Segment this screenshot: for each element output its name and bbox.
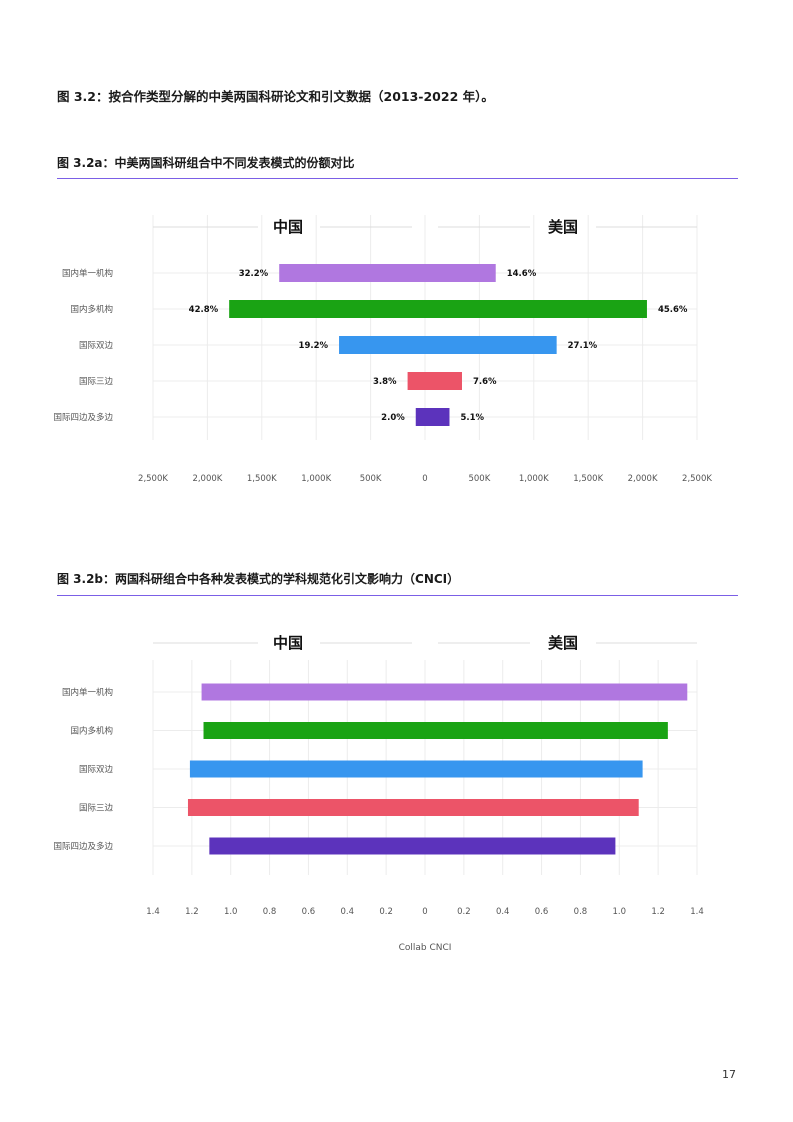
- x-tick-label: 0.2: [379, 907, 393, 917]
- x-tick-label: 2,500K: [682, 474, 712, 484]
- x-tick-label: 0.4: [496, 907, 510, 917]
- panel-header-usa: 美国: [548, 218, 578, 236]
- x-tick-label: 500K: [360, 474, 382, 484]
- chart-a-title: 图 3.2a：中美两国科研组合中不同发表模式的份额对比: [57, 156, 355, 170]
- x-tick-label: 0: [422, 907, 427, 917]
- data-label-china: 42.8%: [189, 305, 219, 315]
- chart-b-cnci: 1.4 1.2 1.0 0.8 0.6 0.4 0.2 0 0.2 0.4 0.6 0.8 1.0 1.2…: [53, 634, 704, 953]
- x-tick-label: 0.6: [302, 907, 316, 917]
- x-tick-label: 2,000K: [628, 474, 658, 484]
- x-tick-label: 0.8: [263, 907, 277, 917]
- data-label-usa: 7.6%: [473, 377, 497, 387]
- x-tick-label: 0.2: [457, 907, 471, 917]
- category-label: 国内多机构: [70, 304, 113, 315]
- bar-4: [407, 372, 462, 390]
- x-tick-label: 1.4: [690, 907, 704, 917]
- data-label-usa: 14.6%: [507, 269, 537, 279]
- data-label-usa: 45.6%: [658, 305, 688, 315]
- x-tick-label: 0: [422, 474, 427, 484]
- category-label: 国际三边: [79, 376, 114, 387]
- data-label-china: 32.2%: [239, 269, 269, 279]
- data-label-usa: 27.1%: [568, 341, 598, 351]
- data-label-china: 19.2%: [299, 341, 329, 351]
- bar-5: [209, 837, 616, 855]
- x-tick-label: 0.8: [574, 907, 588, 917]
- bar-3: [339, 336, 557, 354]
- page-number: 17: [722, 1068, 736, 1081]
- chart-b-title-rule: [57, 595, 738, 596]
- category-label: 国内单一机构: [62, 687, 113, 698]
- chart-b-title: 图 3.2b：两国科研组合中各种发表模式的学科规范化引文影响力（CNCI）: [57, 572, 460, 586]
- bar-4: [187, 799, 639, 816]
- panel-header-usa: 美国: [548, 634, 578, 652]
- category-label: 国际四边及多边: [53, 412, 113, 423]
- x-tick-label: 1.4: [146, 907, 160, 917]
- bar-1: [201, 683, 688, 701]
- chart-a-title-rule: [57, 178, 738, 179]
- x-tick-label: 1,500K: [247, 474, 277, 484]
- figure-title: 图 3.2：按合作类型分解的中美两国科研论文和引文数据（2013-2022 年）…: [57, 89, 494, 104]
- category-label: 国际双边: [79, 340, 114, 351]
- data-label-china: 2.0%: [381, 413, 405, 423]
- category-label: 国际四边及多边: [53, 841, 113, 852]
- x-tick-label: 500K: [468, 474, 490, 484]
- category-label: 国际双边: [79, 764, 114, 775]
- x-tick-label: 2,000K: [192, 474, 222, 484]
- x-axis-label: Collab CNCI: [399, 943, 452, 953]
- bar-2: [203, 722, 668, 739]
- bar-3: [189, 760, 643, 778]
- x-tick-label: 1.0: [224, 907, 238, 917]
- bar-2: [229, 300, 647, 318]
- x-tick-label: 2,500K: [138, 474, 168, 484]
- x-tick-label: 0.6: [535, 907, 549, 917]
- x-tick-label: 1,500K: [573, 474, 603, 484]
- x-tick-label: 0.4: [341, 907, 355, 917]
- category-label: 国际三边: [79, 803, 114, 814]
- x-tick-label: 1,000K: [519, 474, 549, 484]
- panel-header-china: 中国: [273, 634, 303, 652]
- x-tick-label: 1.2: [651, 907, 665, 917]
- data-label-usa: 5.1%: [460, 413, 484, 423]
- chart-a-publication-share: 2,500K 2,000K 1,500K 1,000K 500K 0 500K 1,000K 1…: [53, 215, 712, 484]
- bar-1: [279, 264, 496, 282]
- x-tick-label: 1.2: [185, 907, 199, 917]
- category-label: 国内单一机构: [62, 268, 113, 279]
- data-label-china: 3.8%: [373, 377, 397, 387]
- bar-5: [415, 408, 450, 426]
- panel-header-china: 中国: [273, 218, 303, 236]
- category-label: 国内多机构: [70, 726, 113, 737]
- x-tick-label: 1.0: [613, 907, 627, 917]
- x-tick-label: 1,000K: [301, 474, 331, 484]
